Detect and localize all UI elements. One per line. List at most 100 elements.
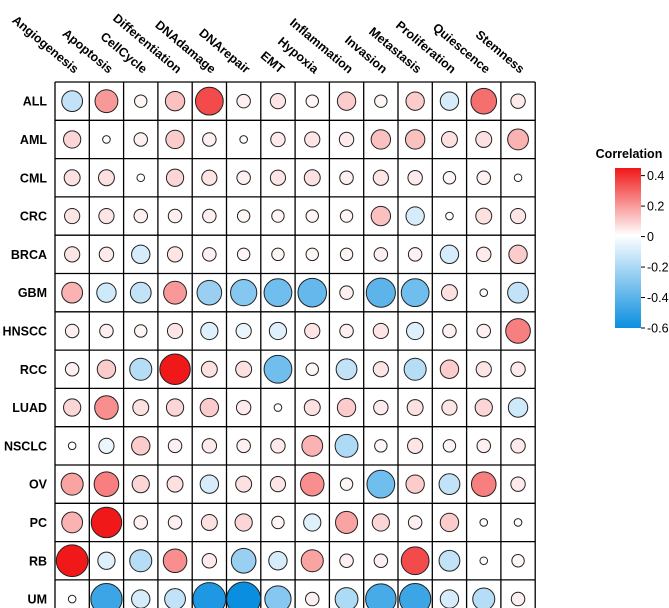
legend-ticks: 0.4 0.2 0 -0.2 -0.4 -0.6 [641, 169, 669, 336]
bubble [236, 170, 251, 185]
bubble [271, 247, 285, 262]
bubble [507, 281, 529, 304]
bubble [404, 129, 426, 150]
bubble [438, 549, 461, 572]
bubble [338, 131, 355, 148]
bubble [61, 511, 84, 534]
legend-tick-label: -0.4 [647, 291, 669, 305]
bubble [269, 93, 287, 110]
bubble [235, 475, 253, 493]
bubble [300, 549, 324, 573]
bubble [405, 474, 425, 494]
row-label: LUAD [12, 401, 47, 415]
bubble [303, 399, 321, 417]
row-label: NSCLC [4, 439, 47, 453]
bubble [475, 207, 493, 225]
bubble [304, 322, 321, 340]
bubble [405, 91, 425, 111]
bubble [60, 472, 84, 496]
bubble [271, 515, 285, 530]
bubble [94, 395, 119, 420]
bubble [167, 515, 183, 530]
bubble [269, 476, 287, 493]
bubble [202, 132, 217, 147]
bubble [202, 247, 217, 262]
legend-tick-label: 0.4 [647, 169, 664, 183]
bubble [476, 246, 492, 263]
row-label: OV [29, 478, 48, 492]
bubble [97, 169, 115, 187]
bubble [439, 512, 460, 533]
row-label: AML [20, 133, 47, 147]
bubble [407, 247, 423, 262]
bubble [405, 206, 425, 226]
bubble [67, 441, 77, 451]
bubble [305, 591, 320, 607]
bubble [339, 553, 354, 568]
bubble [165, 168, 185, 187]
bubble [442, 171, 457, 185]
bubble [441, 399, 458, 416]
bubble [297, 277, 328, 308]
bubble [508, 244, 528, 265]
bubble [133, 515, 148, 530]
bubble [339, 170, 354, 185]
row-label: ALL [23, 95, 48, 109]
bubble [339, 323, 354, 339]
bubble [476, 170, 491, 185]
bubble [226, 581, 262, 608]
bubble [61, 281, 84, 304]
bubble [479, 518, 489, 527]
bubble [196, 279, 223, 306]
bubble [164, 588, 186, 608]
bubble [370, 205, 392, 227]
bubbles [55, 86, 531, 608]
legend: Correlation 0.4 0.2 0 -0.2 -0.4 -0.6 [596, 147, 669, 336]
bubble [270, 131, 286, 148]
bubble [129, 281, 152, 304]
bubble [406, 399, 424, 417]
bubble [98, 207, 115, 225]
row-label: CML [20, 171, 47, 185]
bubble [442, 323, 457, 339]
bubble [129, 357, 153, 381]
bubble [510, 361, 526, 377]
bubble [167, 438, 183, 454]
bubble [507, 397, 529, 418]
bubble [445, 211, 454, 221]
bubble [131, 589, 151, 608]
bubble [236, 93, 251, 109]
bubble [510, 438, 526, 454]
bubble [133, 208, 148, 224]
bubble [372, 361, 389, 378]
bubble [166, 475, 184, 493]
bubble [192, 582, 227, 608]
bubble [268, 321, 288, 341]
bubble [470, 87, 498, 115]
legend-tick-label: -0.2 [647, 261, 669, 275]
bubble [505, 318, 531, 344]
bubble [96, 359, 117, 379]
bubble [339, 285, 354, 300]
row-label: RCC [20, 363, 47, 377]
bubble [201, 438, 218, 454]
bubble [236, 438, 251, 454]
bubble [164, 90, 186, 112]
bubble [235, 360, 253, 378]
bubble [407, 437, 424, 454]
bubble [513, 518, 523, 527]
bubble [270, 438, 286, 454]
bubble [67, 594, 77, 604]
bubble [129, 549, 153, 573]
bubble [63, 398, 82, 417]
bubble [372, 169, 389, 186]
bubble [200, 360, 218, 378]
bubble [166, 246, 184, 263]
bubble [166, 322, 184, 340]
bubble [200, 321, 219, 341]
bubble [236, 209, 251, 223]
bubble [64, 362, 80, 377]
row-label: PC [30, 516, 47, 530]
matrix-grid [54, 81, 536, 608]
